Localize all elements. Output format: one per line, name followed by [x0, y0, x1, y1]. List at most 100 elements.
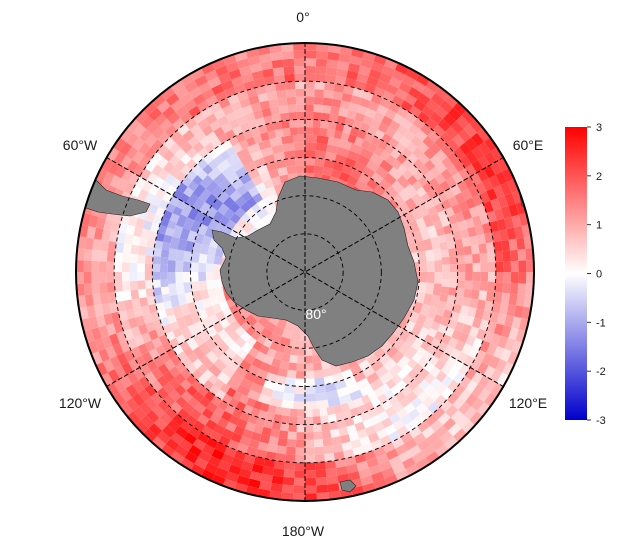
anomaly-cell: [314, 81, 325, 90]
anomaly-cell: [253, 134, 263, 144]
anomaly-cell: [305, 470, 316, 479]
anomaly-cell: [386, 198, 399, 211]
anomaly-cell: [164, 406, 178, 420]
anomaly-cell: [214, 248, 224, 258]
anomaly-cell: [356, 105, 368, 116]
anomaly-cell: [226, 172, 240, 185]
anomaly-cell: [204, 69, 219, 82]
anomaly-cell: [251, 357, 264, 369]
anomaly-cell: [456, 255, 466, 264]
anomaly-cell: [344, 77, 357, 88]
anomaly-cell: [415, 217, 427, 231]
anomaly-cell: [234, 166, 248, 179]
anomaly-cell: [285, 454, 296, 463]
anomaly-cell: [283, 384, 295, 394]
anomaly-cell: [458, 401, 472, 415]
anomaly-cell: [459, 305, 470, 316]
anomaly-cell: [186, 147, 198, 159]
anomaly-cell: [144, 134, 158, 148]
anomaly-cell: [494, 282, 504, 293]
anomaly-cell: [246, 397, 256, 408]
anomaly-cell: [421, 86, 436, 100]
anomaly-cell: [209, 102, 222, 114]
anomaly-cell: [315, 392, 328, 402]
anomaly-cell: [184, 240, 195, 253]
anomaly-cell: [484, 137, 498, 152]
anomaly-cell: [100, 239, 109, 252]
anomaly-cell: [125, 224, 136, 236]
anomaly-cell: [201, 407, 214, 420]
anomaly-cell: [243, 179, 256, 191]
anomaly-cell: [247, 478, 261, 489]
anomaly-cell: [204, 462, 219, 475]
anomaly-cell: [221, 365, 235, 379]
anomaly-cell: [270, 483, 283, 493]
anomaly-cell: [367, 432, 380, 443]
anomaly-cell: [279, 360, 290, 370]
anomaly-cell: [127, 411, 141, 426]
anomaly-cell: [526, 260, 534, 272]
anomaly-cell: [283, 469, 295, 478]
anomaly-cell: [411, 352, 423, 364]
anomaly-cell: [383, 172, 397, 186]
anomaly-cell: [208, 374, 219, 385]
anomaly-cell: [278, 105, 289, 114]
anomaly-cell: [113, 151, 126, 166]
anomaly-cell: [217, 417, 229, 429]
anomaly-cell: [354, 421, 366, 432]
anomaly-cell: [260, 131, 270, 142]
anomaly-cell: [334, 76, 347, 86]
anomaly-cell: [503, 272, 512, 283]
anomaly-cell: [137, 343, 149, 356]
anomaly-cell: [141, 180, 153, 193]
anomaly-cell: [122, 243, 132, 254]
anomaly-cell: [407, 175, 418, 186]
anomaly-cell: [274, 460, 286, 470]
anomaly-cell: [140, 305, 151, 316]
anomaly-cell: [332, 161, 345, 172]
anomaly-cell: [281, 43, 294, 52]
anomaly-cell: [518, 260, 527, 272]
anomaly-cell: [240, 154, 254, 167]
anomaly-cell: [312, 119, 321, 128]
anomaly-cell: [506, 227, 517, 240]
anomaly-cell: [177, 351, 188, 362]
anomaly-cell: [170, 130, 183, 143]
anomaly-cell: [322, 367, 333, 378]
anomaly-cell: [175, 282, 185, 295]
anomaly-cell: [139, 168, 152, 181]
anomaly-cell: [247, 414, 258, 425]
anomaly-cell: [446, 139, 460, 152]
anomaly-cell: [150, 222, 160, 233]
anomaly-cell: [418, 164, 430, 176]
anomaly-cell: [140, 415, 154, 429]
anomaly-cell: [479, 191, 491, 204]
anomaly-cell: [230, 320, 241, 331]
anomaly-cell: [170, 432, 184, 445]
anomaly-cell: [434, 137, 447, 150]
anomaly-cell: [270, 51, 283, 61]
anomaly-cell: [453, 384, 466, 397]
anomaly-cell: [434, 260, 443, 272]
anomaly-cell: [445, 302, 455, 312]
anomaly-cell: [275, 82, 286, 92]
anomaly-cell: [144, 280, 154, 289]
anomaly-cell: [293, 58, 305, 67]
anomaly-cell: [185, 374, 197, 386]
anomaly-cell: [192, 391, 205, 403]
anomaly-cell: [346, 424, 357, 435]
anomaly-cell: [413, 99, 427, 112]
anomaly-cell: [114, 252, 123, 263]
anomaly-cell: [174, 444, 189, 458]
anomaly-cell: [267, 404, 277, 414]
anomaly-cell: [283, 66, 295, 75]
anomaly-cell: [205, 180, 219, 194]
map-outline: [75, 42, 535, 502]
anomaly-cell: [312, 354, 321, 364]
anomaly-cell: [221, 428, 234, 440]
anomaly-cell: [183, 99, 197, 112]
anomaly-cell: [276, 319, 287, 330]
anomaly-cell: [493, 323, 505, 336]
anomaly-cell: [167, 419, 181, 433]
anomaly-cell: [396, 124, 409, 137]
